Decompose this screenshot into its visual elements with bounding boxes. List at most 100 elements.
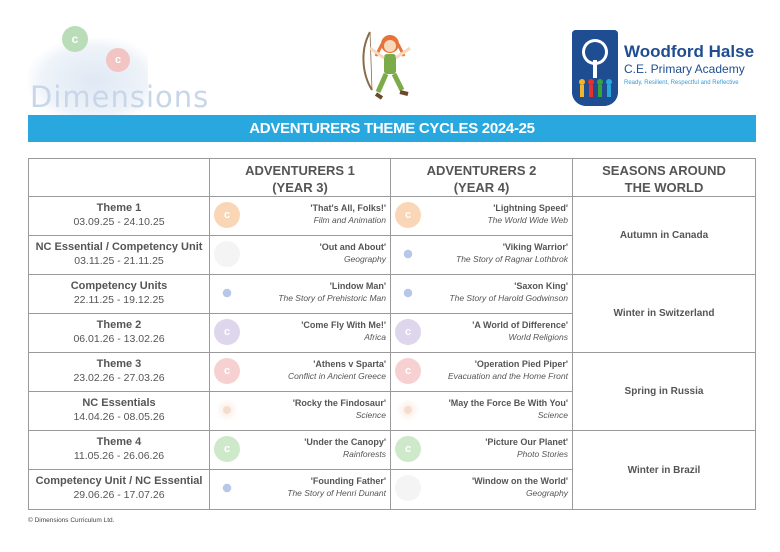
school-motto: Ready, Resilient, Respectful and Reflect… xyxy=(624,80,739,86)
column-header-adventurers-1: ADVENTURERS 1 (YEAR 3) xyxy=(210,159,391,197)
table-row-theme: Competency Unit / NC Essential 29.06.26 … xyxy=(29,470,210,509)
column-header-line: SEASONS AROUND xyxy=(602,163,726,178)
adventurers-2-unit: 'Window on the World' Geography xyxy=(391,470,573,509)
theme-name: Competency Unit / NC Essential xyxy=(35,475,203,487)
theme-name: Theme 2 xyxy=(96,319,142,331)
unit-title: 'Rocky the Findosaur' xyxy=(292,398,386,408)
season-autumn-canada: Autumn in Canada xyxy=(573,197,755,275)
theme-name: NC Essentials xyxy=(82,397,156,409)
school-name: Woodford Halse xyxy=(624,42,755,61)
adventurers-1-unit: 'Lindow Man' The Story of Prehistoric Ma… xyxy=(210,275,391,314)
adventurers-2-unit: c 'Picture Our Planet' Photo Stories xyxy=(391,431,573,470)
cr-pink-icon: c xyxy=(214,358,240,384)
co-green-icon: c xyxy=(395,436,421,462)
planet-icon xyxy=(395,280,421,306)
atom-icon xyxy=(214,397,240,423)
atom-icon xyxy=(395,397,421,423)
unit-subject: Rainforests xyxy=(343,449,386,459)
unit-subject: Geography xyxy=(525,488,568,498)
unit-title: 'Picture Our Planet' xyxy=(485,437,568,447)
unit-title: 'Athens v Sparta' xyxy=(313,359,386,369)
theme-name: Theme 1 xyxy=(96,202,142,214)
theme-name: Theme 3 xyxy=(96,358,142,370)
ct-purple-icon: c xyxy=(214,319,240,345)
unit-subject: The World Wide Web xyxy=(487,215,568,225)
dimensions-logo: c c Dimensions xyxy=(28,20,208,116)
ct-purple-icon: c xyxy=(395,319,421,345)
unit-subject: The Story of Harold Godwinson xyxy=(449,293,568,303)
theme-dates: 22.11.25 - 19.12.25 xyxy=(73,294,165,306)
unit-subject: Photo Stories xyxy=(516,449,568,459)
planet-icon xyxy=(214,280,240,306)
theme-dates: 14.04.26 - 08.05.26 xyxy=(73,411,165,423)
dimensions-logo-globe xyxy=(28,38,148,116)
table-row-theme: Theme 4 11.05.26 - 26.06.26 xyxy=(29,431,210,470)
theme-name: Competency Units xyxy=(70,280,168,292)
unit-subject: Evacuation and the Home Front xyxy=(447,371,568,381)
adventurers-1-unit: 'Rocky the Findosaur' Science xyxy=(210,392,391,431)
unit-title: 'That's All, Folks!' xyxy=(310,203,386,213)
banner-title: ADVENTURERS THEME CYCLES 2024-25 xyxy=(28,115,756,142)
unit-subject: Africa xyxy=(364,332,386,342)
theme-dates: 23.02.26 - 27.03.26 xyxy=(73,372,165,384)
table-row-theme: Theme 3 23.02.26 - 27.03.26 xyxy=(29,353,210,392)
adventurers-1-unit: c 'Athens v Sparta' Conflict in Ancient … xyxy=(210,353,391,392)
co-green-icon: c xyxy=(214,436,240,462)
adventurers-2-unit: c 'A World of Difference' World Religion… xyxy=(391,314,573,353)
adventurers-1-unit: c 'Come Fly With Me!' Africa xyxy=(210,314,391,353)
table-row-theme: NC Essentials 14.04.26 - 08.05.26 xyxy=(29,392,210,431)
empty-header-cell xyxy=(29,159,210,197)
theme-dates: 03.09.25 - 24.10.25 xyxy=(73,216,165,228)
table-row-theme: Competency Units 22.11.25 - 19.12.25 xyxy=(29,275,210,314)
unit-subject: Geography xyxy=(343,254,386,264)
theme-dates: 11.05.26 - 26.06.26 xyxy=(73,450,165,462)
unit-title: 'Saxon King' xyxy=(514,281,568,291)
table-row-theme: Theme 2 06.01.26 - 13.02.26 xyxy=(29,314,210,353)
adventurer-mascot-illustration xyxy=(362,31,411,100)
adventurers-1-unit: 'Out and About' Geography xyxy=(210,236,391,275)
planet-icon xyxy=(214,475,240,501)
ct-orange-icon: c xyxy=(214,202,240,228)
school-subtitle: C.E. Primary Academy xyxy=(624,62,745,76)
adventurers-1-unit: c 'That's All, Folks!' Film and Animatio… xyxy=(210,197,391,236)
column-header-seasons: SEASONS AROUND THE WORLD xyxy=(573,159,755,197)
season-spring-russia: Spring in Russia xyxy=(573,353,755,431)
column-header-line: ADVENTURERS 2 xyxy=(426,163,537,178)
season-label: Spring in Russia xyxy=(624,386,704,397)
unit-title: 'Operation Pied Piper' xyxy=(474,359,568,369)
unit-title: 'Under the Canopy' xyxy=(304,437,386,447)
table-row-theme: Theme 1 03.09.25 - 24.10.25 xyxy=(29,197,210,236)
unit-title: 'Window on the World' xyxy=(471,476,568,486)
school-crest-icon xyxy=(572,30,618,106)
globe-faint-icon xyxy=(214,241,240,267)
theme-dates: 06.01.26 - 13.02.26 xyxy=(73,333,165,345)
cr-logo-icon: c xyxy=(106,48,130,72)
season-winter-brazil: Winter in Brazil xyxy=(573,431,755,509)
unit-title: 'Viking Warrior' xyxy=(502,242,568,252)
column-header-line: (YEAR 3) xyxy=(272,180,328,195)
unit-title: 'Lightning Speed' xyxy=(493,203,568,213)
season-label: Winter in Switzerland xyxy=(613,308,715,319)
adventurers-2-unit: 'May the Force Be With You' Science xyxy=(391,392,573,431)
theme-dates: 03.11.25 - 21.11.25 xyxy=(74,255,164,267)
theme-dates: 29.06.26 - 17.07.26 xyxy=(73,489,165,501)
unit-title: 'Lindow Man' xyxy=(329,281,386,291)
unit-subject: The Story of Henri Dunant xyxy=(287,488,386,498)
theme-cycles-table: ADVENTURERS 1 (YEAR 3) ADVENTURERS 2 (YE… xyxy=(28,158,756,510)
co-logo-icon: c xyxy=(62,26,88,52)
unit-title: 'Come Fly With Me!' xyxy=(301,320,386,330)
school-logo: Woodford Halse C.E. Primary Academy Read… xyxy=(568,28,764,108)
unit-title: 'May the Force Be With You' xyxy=(448,398,568,408)
adventurers-2-unit: c 'Operation Pied Piper' Evacuation and … xyxy=(391,353,573,392)
table-row-theme: NC Essential / Competency Unit 03.11.25 … xyxy=(29,236,210,275)
adventurers-1-unit: c 'Under the Canopy' Rainforests xyxy=(210,431,391,470)
unit-subject: Conflict in Ancient Greece xyxy=(288,371,386,381)
globe-faint-icon xyxy=(395,475,421,501)
unit-subject: The Story of Prehistoric Man xyxy=(278,293,386,303)
column-header-line: (YEAR 4) xyxy=(453,180,510,195)
theme-name: NC Essential / Competency Unit xyxy=(35,241,203,253)
dimensions-logo-text: Dimensions xyxy=(30,80,210,114)
column-header-adventurers-2: ADVENTURERS 2 (YEAR 4) xyxy=(391,159,573,197)
column-header-line: ADVENTURERS 1 xyxy=(245,163,355,178)
copyright-notice: © Dimensions Curriculum Ltd. xyxy=(28,517,115,524)
